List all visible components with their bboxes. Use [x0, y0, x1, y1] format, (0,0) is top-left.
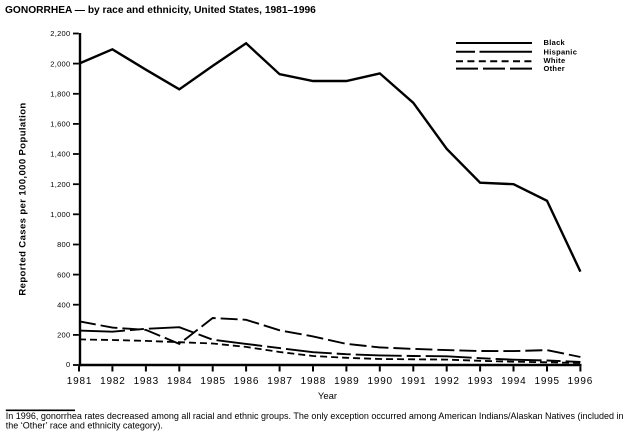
svg-text:In 1996, gonorrhea rates decre: In 1996, gonorrhea rates decreased among… — [6, 411, 624, 421]
svg-text:1991: 1991 — [401, 376, 426, 387]
svg-text:1995: 1995 — [534, 376, 559, 387]
svg-text:1982: 1982 — [100, 376, 125, 387]
svg-text:the ‘Other’ race and ethnicity: the ‘Other’ race and ethnicity category)… — [6, 421, 163, 431]
svg-text:1988: 1988 — [301, 376, 326, 387]
svg-text:1,400: 1,400 — [50, 150, 70, 159]
svg-text:2,200: 2,200 — [50, 29, 70, 38]
svg-text:GONORRHEA — by race and ethnic: GONORRHEA — by race and ethnicity, Unite… — [5, 5, 316, 16]
svg-text:0: 0 — [66, 360, 70, 369]
svg-text:1989: 1989 — [334, 376, 359, 387]
svg-text:1987: 1987 — [267, 376, 292, 387]
svg-text:Reported Cases per 100,000 Pop: Reported Cases per 100,000 Population — [18, 102, 29, 295]
svg-text:2,000: 2,000 — [50, 59, 70, 68]
svg-text:Year: Year — [318, 391, 337, 402]
svg-text:Hispanic: Hispanic — [544, 47, 578, 56]
svg-text:1990: 1990 — [367, 376, 392, 387]
svg-text:1983: 1983 — [134, 376, 159, 387]
svg-text:White: White — [544, 56, 566, 65]
svg-text:400: 400 — [57, 300, 70, 309]
svg-text:1985: 1985 — [200, 376, 225, 387]
svg-text:1993: 1993 — [468, 376, 493, 387]
svg-text:1981: 1981 — [67, 376, 92, 387]
svg-text:Other: Other — [544, 64, 566, 73]
svg-text:1,800: 1,800 — [50, 90, 70, 99]
svg-text:1994: 1994 — [501, 376, 526, 387]
svg-text:800: 800 — [57, 240, 70, 249]
svg-text:1,000: 1,000 — [50, 210, 70, 219]
svg-text:600: 600 — [57, 270, 70, 279]
svg-text:1992: 1992 — [434, 376, 459, 387]
svg-text:Black: Black — [544, 38, 566, 47]
svg-text:1986: 1986 — [234, 376, 259, 387]
svg-text:1996: 1996 — [568, 376, 593, 387]
svg-text:1,200: 1,200 — [50, 180, 70, 189]
svg-text:1984: 1984 — [167, 376, 192, 387]
svg-text:200: 200 — [57, 331, 70, 340]
svg-text:1,600: 1,600 — [50, 120, 70, 129]
